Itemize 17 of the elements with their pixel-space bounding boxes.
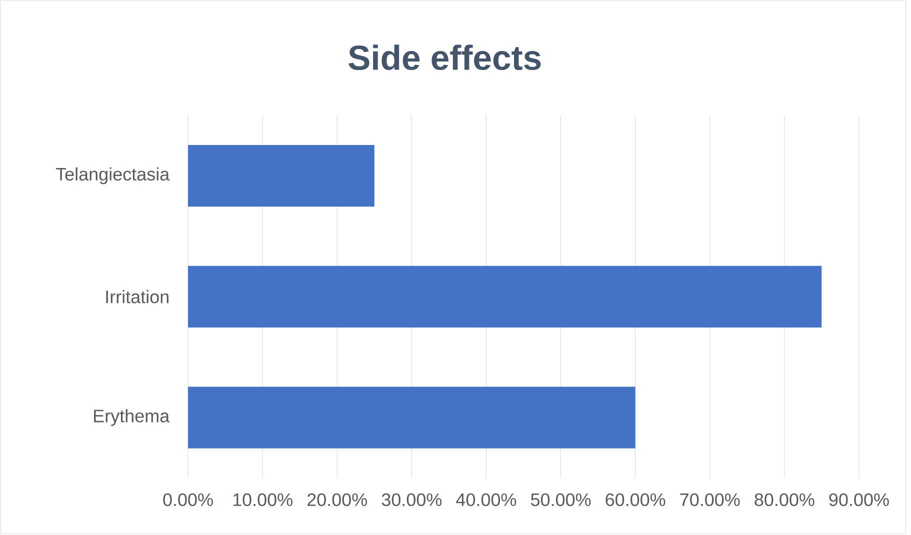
x-tick-label: 80.00% (754, 493, 814, 506)
bar (188, 144, 374, 207)
chart-title: Side effects (348, 44, 541, 70)
x-tick-label: 50.00% (530, 493, 591, 506)
x-tick-label: 40.00% (456, 493, 516, 506)
y-tick-label: Telangiectasia (56, 167, 170, 184)
x-tick-label: 30.00% (382, 493, 442, 506)
y-tick-label: Erythema (94, 409, 170, 426)
x-tick-label: 10.00% (233, 493, 292, 506)
x-tick-label: 70.00% (680, 493, 740, 506)
y-tick-label: Irritation (106, 290, 168, 304)
x-tick-label: 0.00% (163, 493, 213, 506)
x-tick-label: 60.00% (606, 493, 666, 506)
bar (188, 386, 636, 448)
x-tick-label: 20.00% (307, 493, 367, 506)
x-tick-label: 90.00% (829, 493, 889, 506)
bar (188, 266, 822, 328)
